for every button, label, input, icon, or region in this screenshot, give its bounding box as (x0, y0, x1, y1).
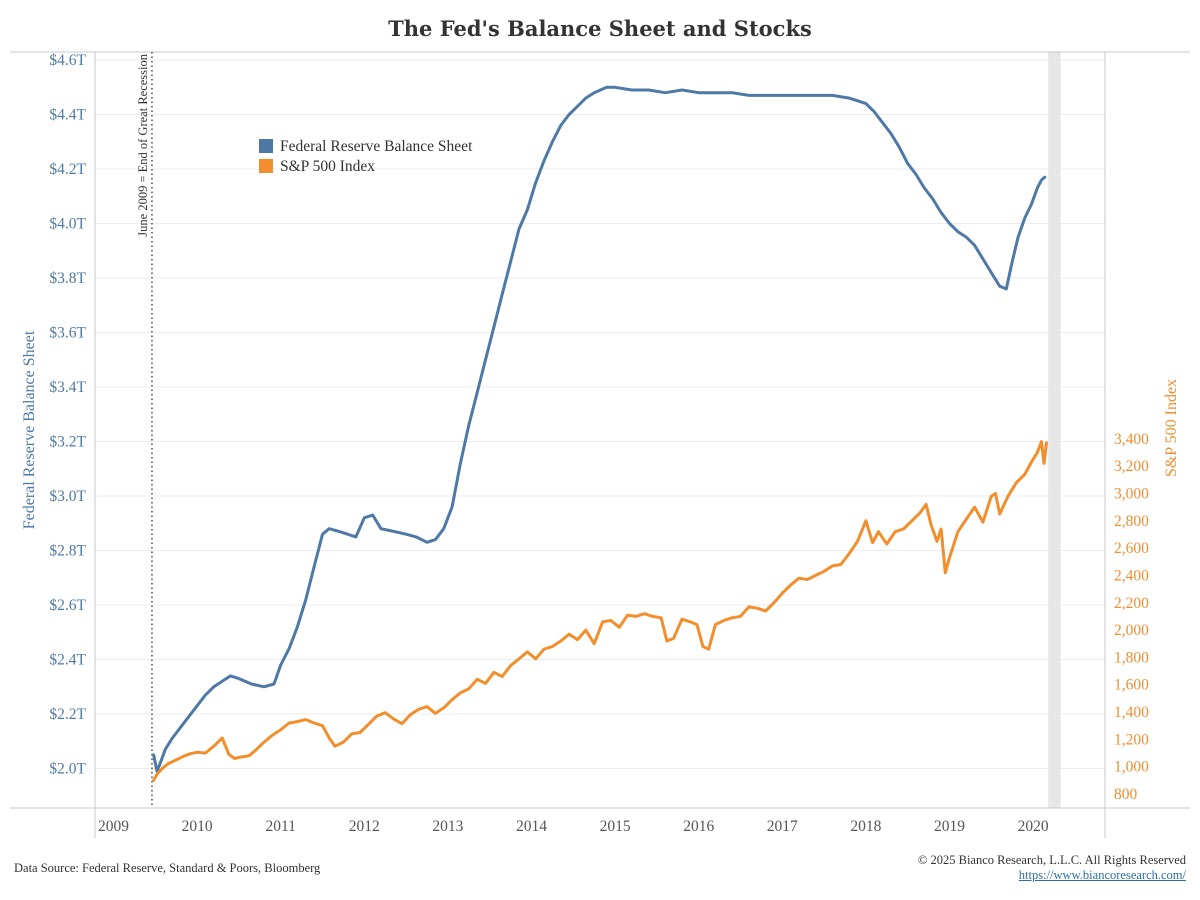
fed-balance-sheet-line (152, 85, 1047, 773)
y-left-tick-label: $2.4T (49, 652, 86, 669)
x-tick-label: 2014 (516, 818, 547, 835)
y-right-tick-label: 2,400 (1114, 567, 1149, 584)
y-left-tick-label: $3.6T (49, 325, 86, 342)
gridlines (95, 59, 1105, 769)
legend-label-fed: Federal Reserve Balance Sheet (280, 138, 473, 155)
y-right-tick-label: 3,400 (1114, 431, 1149, 448)
x-tick-label: 2016 (683, 818, 714, 835)
y-left-tick-label: $2.0T (49, 761, 86, 778)
legend-swatch-fed (259, 139, 273, 153)
y-left-tick-label: $4.4T (49, 107, 86, 124)
y-left-tick-label: $3.8T (49, 270, 86, 287)
x-tick-label: 2020 (1018, 818, 1049, 835)
y-right-tick-label: 3,000 (1114, 485, 1149, 502)
y-right-tick-label: 2,000 (1114, 622, 1149, 639)
y-right-tick-label: 800 (1114, 786, 1138, 803)
y-left-tick-label: $4.6T (49, 52, 86, 69)
copyright-text: © 2025 Bianco Research, L.L.C. All Right… (917, 853, 1186, 867)
y-right-tick-labels: 800 1,000 1,200 1,400 1,600 1,800 2,000 2,200 2,… (1114, 431, 1149, 803)
y-right-tick-label: 1,400 (1114, 704, 1149, 721)
chart-title: The Fed's Balance Sheet and Stocks (388, 16, 812, 41)
x-tick-label: 2009 (98, 818, 129, 835)
shaded-region (1048, 52, 1061, 808)
website-link[interactable]: https://www.biancoresearch.com/ (1018, 868, 1186, 882)
y-left-tick-label: $3.2T (49, 434, 86, 451)
y-left-tick-label: $2.8T (49, 543, 86, 560)
x-tick-label: 2013 (432, 818, 463, 835)
y-right-tick-label: 1,800 (1114, 649, 1149, 666)
y-right-tick-label: 2,600 (1114, 540, 1149, 557)
x-tick-label: 2010 (182, 818, 213, 835)
y-left-tick-label: $2.2T (49, 706, 86, 723)
y-left-tick-label: $4.2T (49, 161, 86, 178)
x-tick-label: 2011 (265, 818, 295, 835)
x-tick-label: 2018 (850, 818, 881, 835)
y-left-tick-label: $3.4T (49, 379, 86, 396)
x-tick-label: 2017 (767, 818, 798, 835)
y-left-axis-title: Federal Reserve Balance Sheet (21, 330, 38, 529)
x-tick-label: 2012 (349, 818, 380, 835)
y-right-tick-label: 1,200 (1114, 731, 1149, 748)
y-right-tick-label: 3,200 (1114, 458, 1149, 475)
legend-label-sp500: S&P 500 Index (280, 158, 375, 175)
legend: Federal Reserve Balance Sheet S&P 500 In… (259, 138, 473, 175)
y-right-tick-label: 1,000 (1114, 759, 1149, 776)
copyright-block: © 2025 Bianco Research, L.L.C. All Right… (918, 853, 1186, 883)
y-right-axis-title: S&P 500 Index (1163, 379, 1180, 477)
x-tick-labels: 2009 2010 2011 2012 2013 2014 2015 2016 2017 2018… (98, 818, 1049, 835)
legend-swatch-sp500 (259, 159, 273, 173)
x-tick-label: 2019 (934, 818, 965, 835)
x-tick-label: 2015 (600, 818, 631, 835)
recession-end-annotation: June 2009 = End of Great Recession (136, 53, 150, 236)
y-left-tick-label: $3.0T (49, 488, 86, 505)
data-source-note: Data Source: Federal Reserve, Standard &… (14, 861, 321, 875)
sp500-line (152, 440, 1048, 782)
y-right-tick-label: 1,600 (1114, 677, 1149, 694)
axes (10, 51, 1190, 838)
y-right-tick-label: 2,200 (1114, 595, 1149, 612)
y-left-tick-labels: $2.0T $2.2T $2.4T $2.6T $2.8T $3.0T $3.2T $3.4T… (49, 52, 86, 778)
y-left-tick-label: $2.6T (49, 597, 86, 614)
y-left-tick-label: $4.0T (49, 216, 86, 233)
y-right-tick-label: 2,800 (1114, 513, 1149, 530)
